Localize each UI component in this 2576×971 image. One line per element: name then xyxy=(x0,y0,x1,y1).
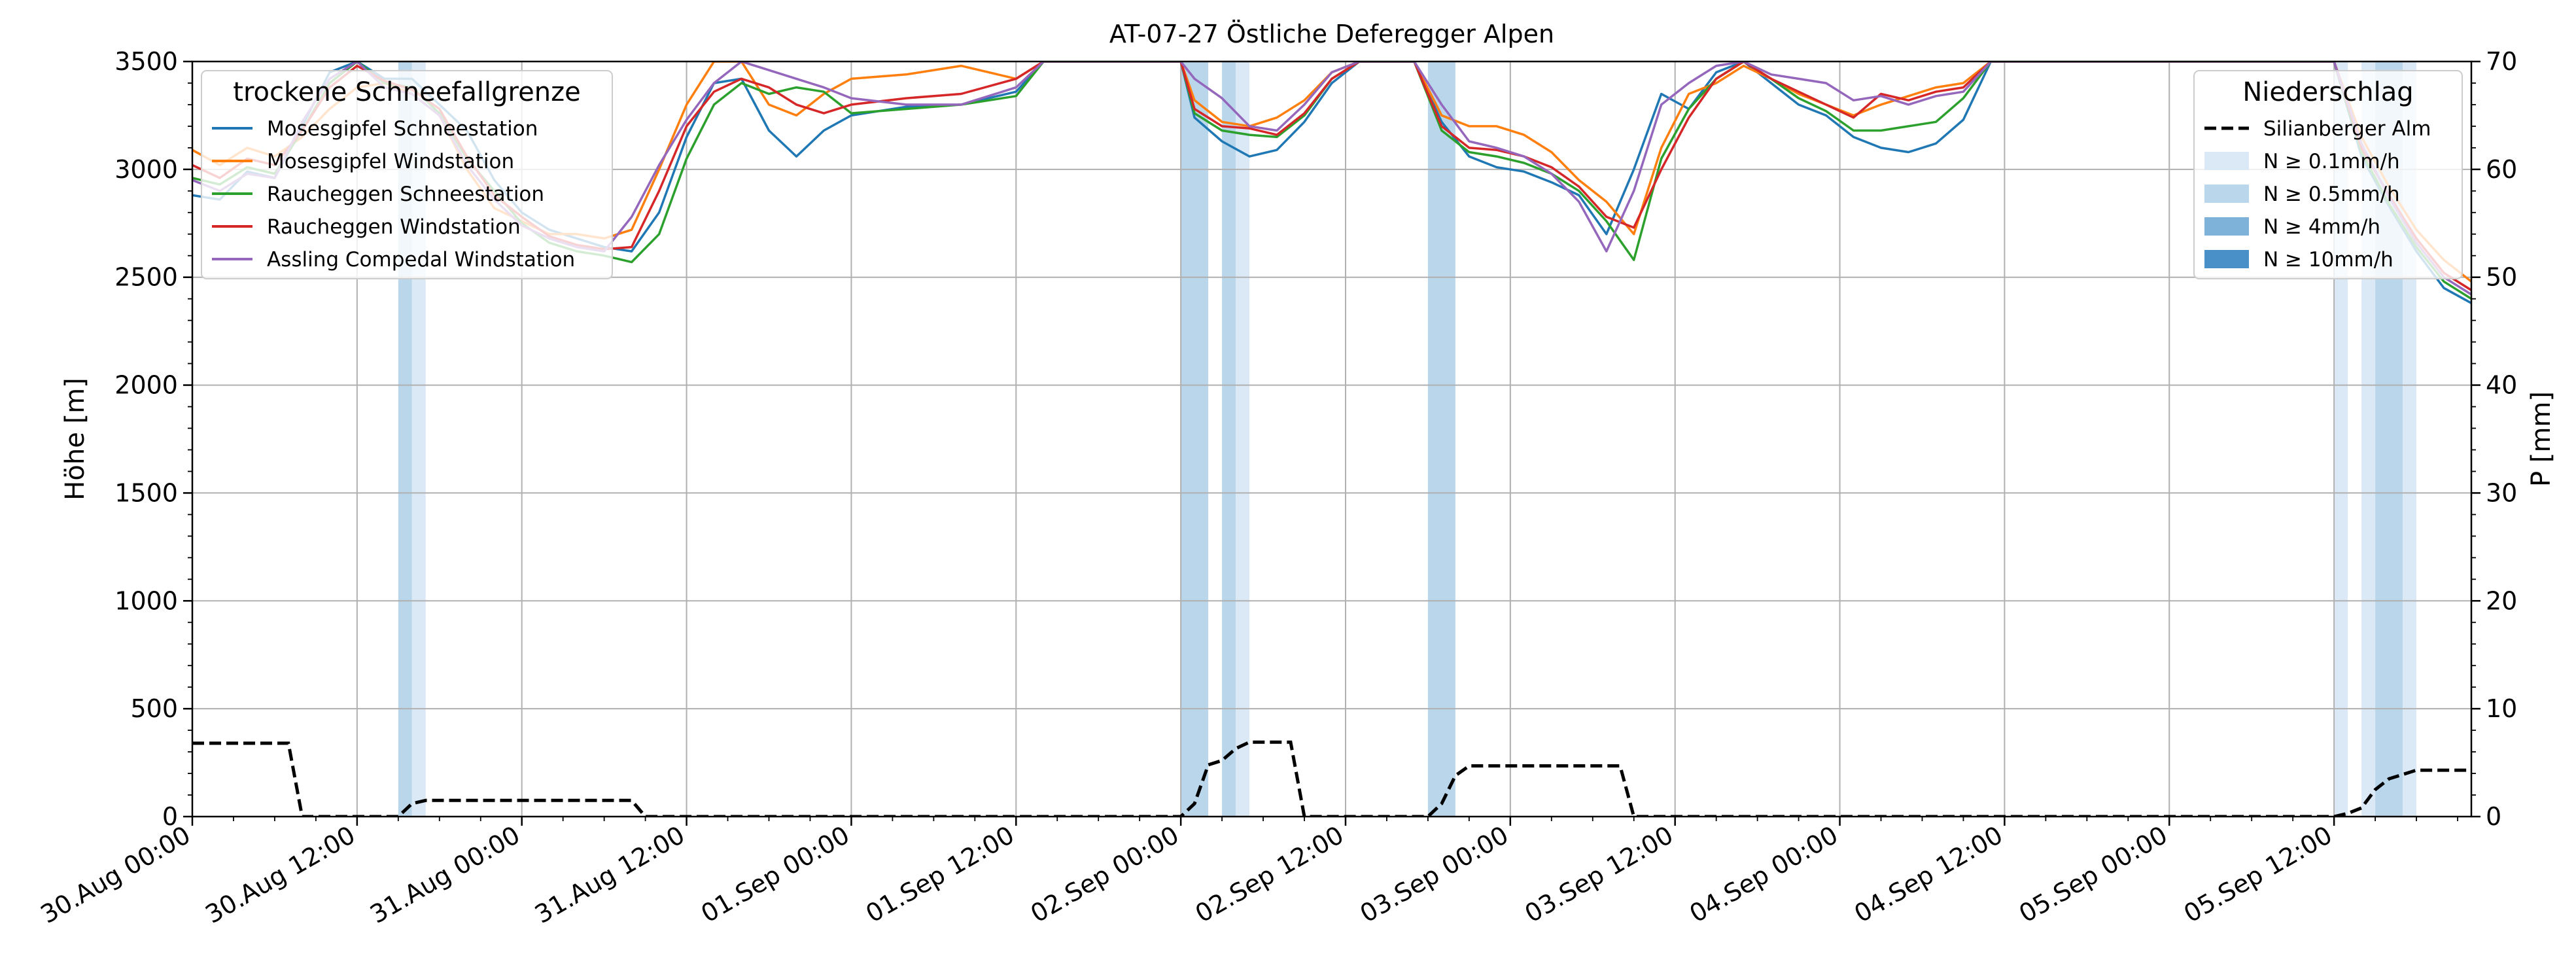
legend-box xyxy=(2193,70,2463,279)
legend-box xyxy=(201,70,613,279)
legend-label: Mosesgipfel Windstation xyxy=(267,150,514,173)
legend-swatch xyxy=(2204,217,2249,236)
y2-tick-label: 30 xyxy=(2486,478,2517,507)
x-tick-label: 03.Sep 12:00 xyxy=(1520,821,1679,928)
legend-label: N ≥ 4mm/h xyxy=(2263,215,2380,239)
precipitation-band xyxy=(1222,62,1236,817)
legend-precipitation: Niederschlag Silianberger Alm N ≥ 0.1mm/h N… xyxy=(2193,70,2463,279)
legend-swatch xyxy=(2204,250,2249,268)
legend-swatch xyxy=(2204,152,2249,170)
legend-label: Raucheggen Schneestation xyxy=(267,183,544,206)
y-tick-label: 2000 xyxy=(114,371,178,400)
legend-swatch xyxy=(2204,185,2249,203)
legend-label: N ≥ 0.1mm/h xyxy=(2263,150,2400,173)
y2-axis-label: P [mm] xyxy=(2526,391,2556,487)
legend-label: Mosesgipfel Schneestation xyxy=(267,117,538,141)
legend-snowfall: trockene Schneefallgrenze Mosesgipfel Sch… xyxy=(201,70,613,279)
x-tick-label: 02.Sep 00:00 xyxy=(1026,821,1184,928)
legend-label: Raucheggen Windstation xyxy=(267,215,521,239)
y-tick-label: 0 xyxy=(162,802,178,831)
precipitation-band xyxy=(1427,62,1455,817)
y-axis-label: Höhe [m] xyxy=(60,378,90,500)
y-tick-label: 3000 xyxy=(114,155,178,184)
x-tick-label: 02.Sep 12:00 xyxy=(1191,821,1349,928)
y2-tick-label: 70 xyxy=(2486,47,2517,76)
y-tick-label: 500 xyxy=(130,694,178,723)
precipitation-line-path xyxy=(192,740,2471,817)
y2-tick-label: 40 xyxy=(2486,371,2517,400)
x-tick-label: 30.Aug 12:00 xyxy=(200,821,360,929)
x-tick-label: 04.Sep 00:00 xyxy=(1684,821,1843,928)
y-tick-label: 1500 xyxy=(114,478,178,507)
precipitation-line xyxy=(192,740,2471,817)
y2-tick-label: 20 xyxy=(2486,586,2517,615)
legend-label: N ≥ 0.5mm/h xyxy=(2263,183,2400,206)
legend-label: Assling Compedal Windstation xyxy=(267,248,575,272)
y-tick-label: 2500 xyxy=(114,263,178,292)
precipitation-band xyxy=(1236,62,1250,817)
x-tick-label: 04.Sep 12:00 xyxy=(1849,821,2008,928)
y2-tick-label: 50 xyxy=(2486,263,2517,292)
plot-frame xyxy=(191,60,2473,818)
x-tick-label: 05.Sep 12:00 xyxy=(2179,821,2337,928)
y2-tick-label: 10 xyxy=(2486,694,2517,723)
legend-title: Niederschlag xyxy=(2242,77,2413,107)
x-tick-label: 01.Sep 12:00 xyxy=(861,821,1019,928)
x-tick-label: 05.Sep 00:00 xyxy=(2014,821,2172,928)
x-tick-label: 31.Aug 00:00 xyxy=(365,821,525,929)
precipitation-bands xyxy=(398,62,2417,817)
legend-label: Silianberger Alm xyxy=(2263,117,2431,141)
x-tick-label: 30.Aug 00:00 xyxy=(36,821,196,929)
y2-tick-label: 60 xyxy=(2486,155,2517,184)
y2-tick-label: 0 xyxy=(2486,802,2501,831)
chart-title: AT-07-27 Östliche Deferegger Alpen xyxy=(1109,20,1554,48)
x-tick-label: 03.Sep 00:00 xyxy=(1355,821,1514,928)
y-tick-label: 1000 xyxy=(114,586,178,615)
x-tick-label: 01.Sep 00:00 xyxy=(696,821,854,928)
legend-title: trockene Schneefallgrenze xyxy=(233,77,580,107)
legend-label: N ≥ 10mm/h xyxy=(2263,248,2393,272)
y-tick-label: 3500 xyxy=(114,47,178,76)
precipitation-band xyxy=(1181,62,1209,817)
x-tick-label: 31.Aug 12:00 xyxy=(530,821,689,929)
